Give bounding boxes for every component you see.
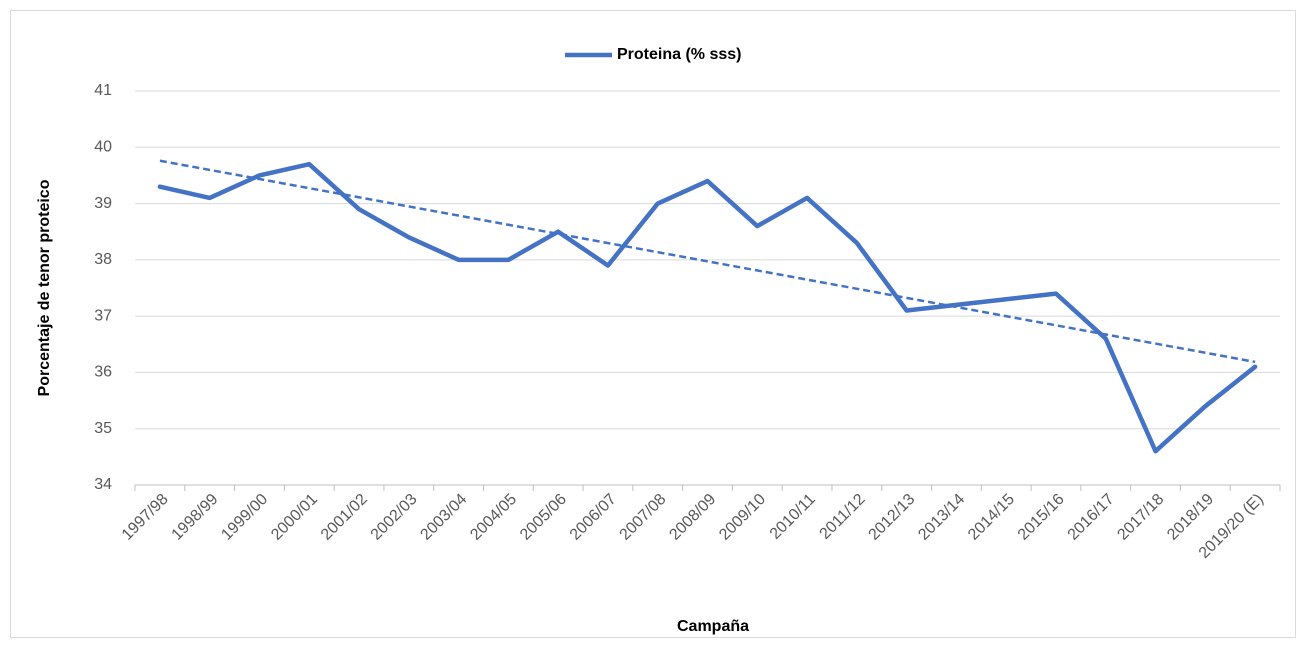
y-tick-label: 37 — [94, 307, 112, 324]
y-tick-label: 34 — [94, 476, 112, 493]
y-tick-label: 38 — [94, 251, 112, 268]
trend-line — [159, 159, 1256, 364]
y-tick-label: 40 — [94, 139, 112, 156]
data-line — [157, 161, 1258, 454]
legend-label: Proteina (% sss) — [617, 46, 741, 63]
y-tick-label: 39 — [94, 195, 112, 212]
y-tick-label: 41 — [94, 82, 112, 99]
chart-frame — [10, 10, 1296, 638]
y-tick-label: 36 — [94, 364, 112, 381]
y-tick-label: 35 — [94, 420, 112, 437]
y-axis-title: Porcentaje de tenor proteico — [36, 179, 53, 396]
x-axis-title: Campaña — [677, 618, 749, 635]
